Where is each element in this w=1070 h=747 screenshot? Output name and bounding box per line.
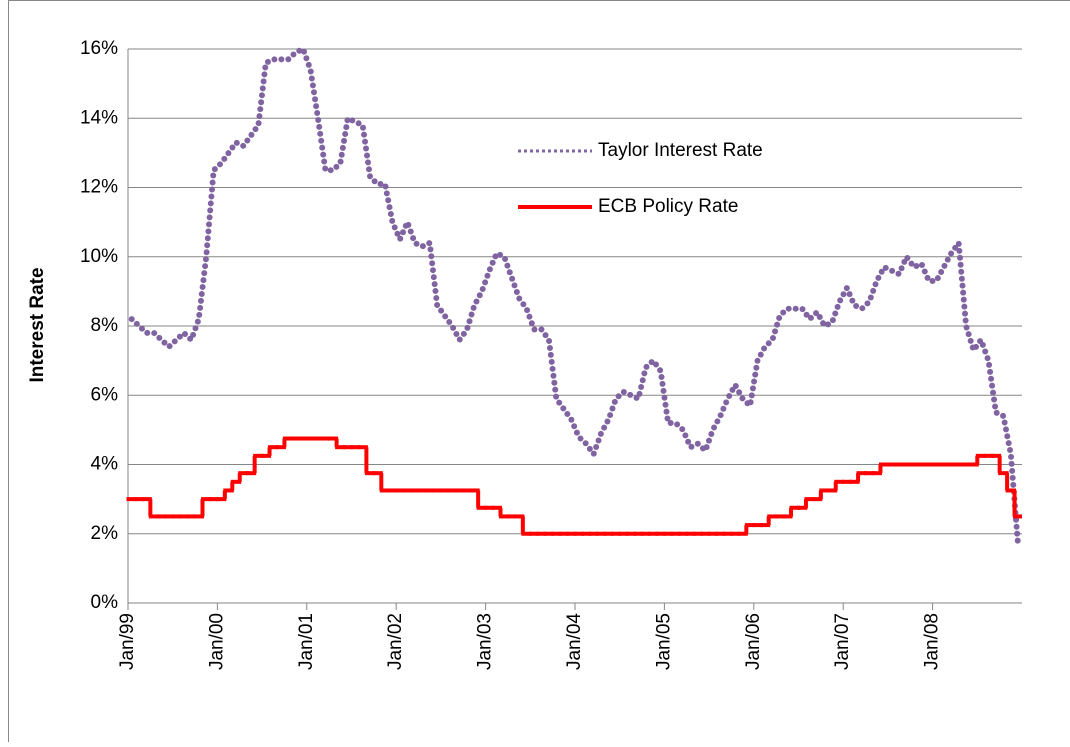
y-tick-label: 16% (80, 38, 118, 59)
y-tick-label: 14% (80, 107, 118, 128)
y-tick-label: 12% (80, 177, 118, 198)
x-tick-label: Jan/05 (653, 613, 674, 670)
series-line (132, 49, 1019, 548)
x-tick-label: Jan/02 (385, 613, 406, 670)
y-tick-label: 4% (91, 454, 119, 475)
y-axis-label: Interest Rate (27, 267, 48, 382)
y-tick-label: 0% (91, 592, 119, 613)
y-tick-label: 2% (91, 523, 119, 544)
y-tick-label: 10% (80, 246, 118, 267)
y-tick-label: 8% (91, 315, 119, 336)
x-tick-label: Jan/99 (117, 613, 138, 670)
legend-label: Taylor Interest Rate (598, 140, 763, 161)
chart-frame (9, 1, 1070, 743)
x-tick-label: Jan/07 (832, 613, 853, 670)
x-tick-label: Jan/00 (206, 613, 227, 670)
x-tick-label: Jan/03 (475, 613, 496, 670)
legend-label: ECB Policy Rate (598, 196, 738, 217)
x-tick-label: Jan/04 (564, 613, 585, 670)
x-tick-label: Jan/06 (743, 613, 764, 670)
x-tick-label: Jan/08 (922, 613, 943, 670)
y-tick-label: 6% (91, 384, 119, 405)
x-tick-label: Jan/01 (296, 613, 317, 670)
